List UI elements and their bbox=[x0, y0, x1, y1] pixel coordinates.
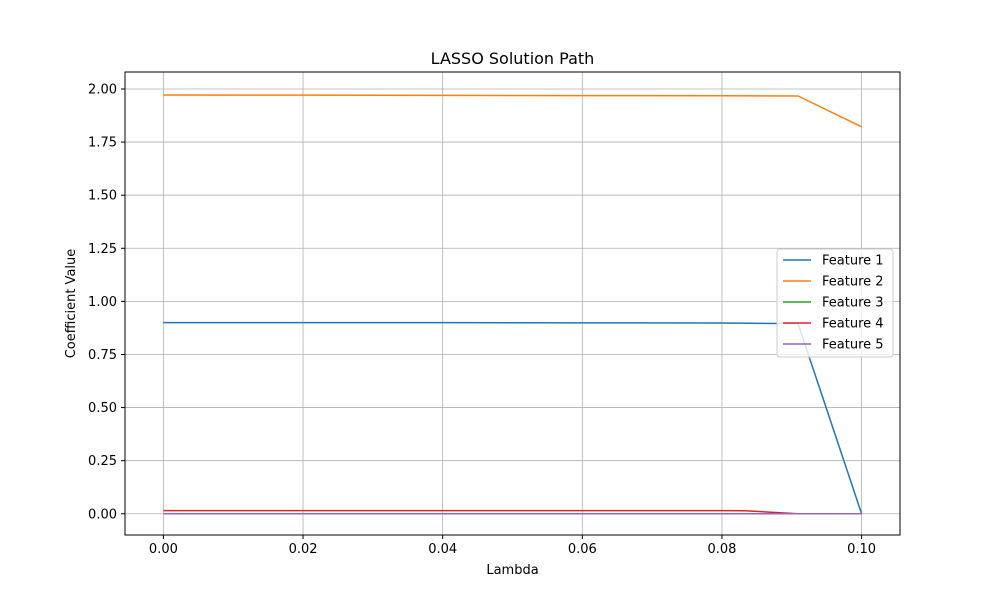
y-tick-label: 0.00 bbox=[88, 507, 117, 522]
x-tick-label: 0.02 bbox=[289, 542, 318, 557]
y-tick-label: 1.00 bbox=[88, 295, 117, 310]
y-tick-label: 1.50 bbox=[88, 189, 117, 204]
legend-label-feature-1: Feature 1 bbox=[822, 254, 884, 269]
x-tick-label: 0.00 bbox=[149, 542, 178, 557]
chart-title: LASSO Solution Path bbox=[431, 49, 595, 68]
y-tick-label: 1.25 bbox=[88, 242, 117, 257]
y-tick-label: 0.25 bbox=[88, 454, 117, 469]
x-axis-label: Lambda bbox=[486, 563, 538, 578]
y-tick-label: 0.50 bbox=[88, 401, 117, 416]
series-line-feature-1 bbox=[163, 321, 863, 514]
y-axis-label: Coefficient Value bbox=[64, 249, 79, 359]
y-tick-label: 2.00 bbox=[88, 82, 117, 97]
legend: Feature 1 Feature 2 Feature 3 Feature 4 Feat… bbox=[776, 248, 894, 358]
legend-label-feature-2: Feature 2 bbox=[822, 275, 884, 290]
plot-frame bbox=[124, 71, 901, 536]
x-tick-label: 0.06 bbox=[568, 542, 597, 557]
legend-label-feature-5: Feature 5 bbox=[822, 338, 884, 353]
x-tick-label: 0.04 bbox=[428, 542, 457, 557]
legend-label-feature-3: Feature 3 bbox=[822, 296, 884, 311]
y-tick-label: 1.75 bbox=[88, 136, 117, 151]
x-tick-label: 0.08 bbox=[707, 542, 736, 557]
x-tick-label: 0.10 bbox=[847, 542, 876, 557]
legend-label-feature-4: Feature 4 bbox=[822, 317, 884, 332]
series-layer bbox=[163, 94, 863, 515]
legend-box bbox=[776, 248, 894, 358]
y-tick-label: 0.75 bbox=[88, 348, 117, 363]
ticks-layer: 0.00 0.02 0.04 0.06 0.08 0.10 0.00 0.25 0.50 0.75… bbox=[88, 82, 876, 557]
series-line-feature-2 bbox=[163, 94, 862, 128]
